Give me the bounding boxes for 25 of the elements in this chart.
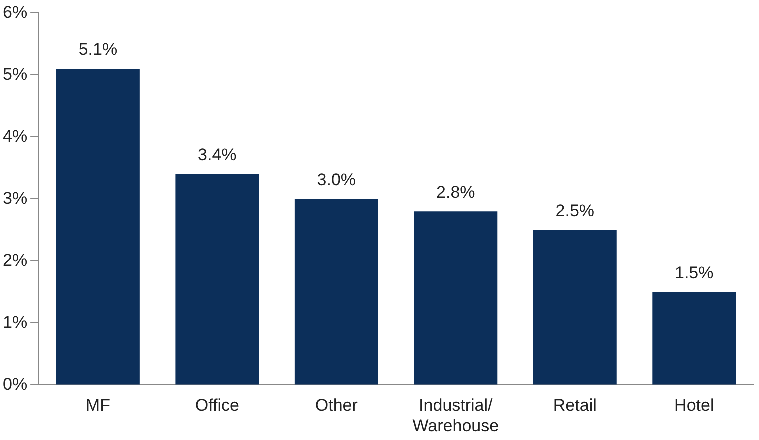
- x-tick-label: Industrial/ Warehouse: [412, 396, 500, 436]
- y-tick-label: 5%: [2, 64, 28, 84]
- bar: [414, 212, 498, 385]
- x-tick-label: Office: [195, 396, 240, 416]
- bar: [533, 230, 617, 385]
- data-label: 5.1%: [78, 40, 118, 60]
- bar: [176, 174, 260, 385]
- x-tick-label: Other: [315, 396, 358, 416]
- x-tick-label: MF: [86, 396, 110, 416]
- y-tick-label: 1%: [2, 312, 28, 332]
- y-tick-label: 6%: [2, 2, 28, 22]
- x-tick-label: Hotel: [674, 396, 714, 416]
- y-tick-label: 0%: [2, 374, 28, 394]
- data-label: 2.5%: [556, 201, 595, 220]
- y-tick-label: 2%: [2, 250, 28, 270]
- bar: [56, 69, 140, 385]
- bar: [652, 292, 736, 385]
- data-label: 3.0%: [317, 170, 356, 190]
- y-tick-label: 3%: [2, 188, 28, 208]
- data-label: 2.8%: [436, 182, 476, 202]
- y-tick-label: 4%: [2, 126, 28, 146]
- bar: [294, 199, 378, 385]
- data-label: 3.4%: [198, 146, 237, 165]
- x-tick-label: Retail: [553, 396, 597, 416]
- data-label: 1.5%: [675, 263, 714, 282]
